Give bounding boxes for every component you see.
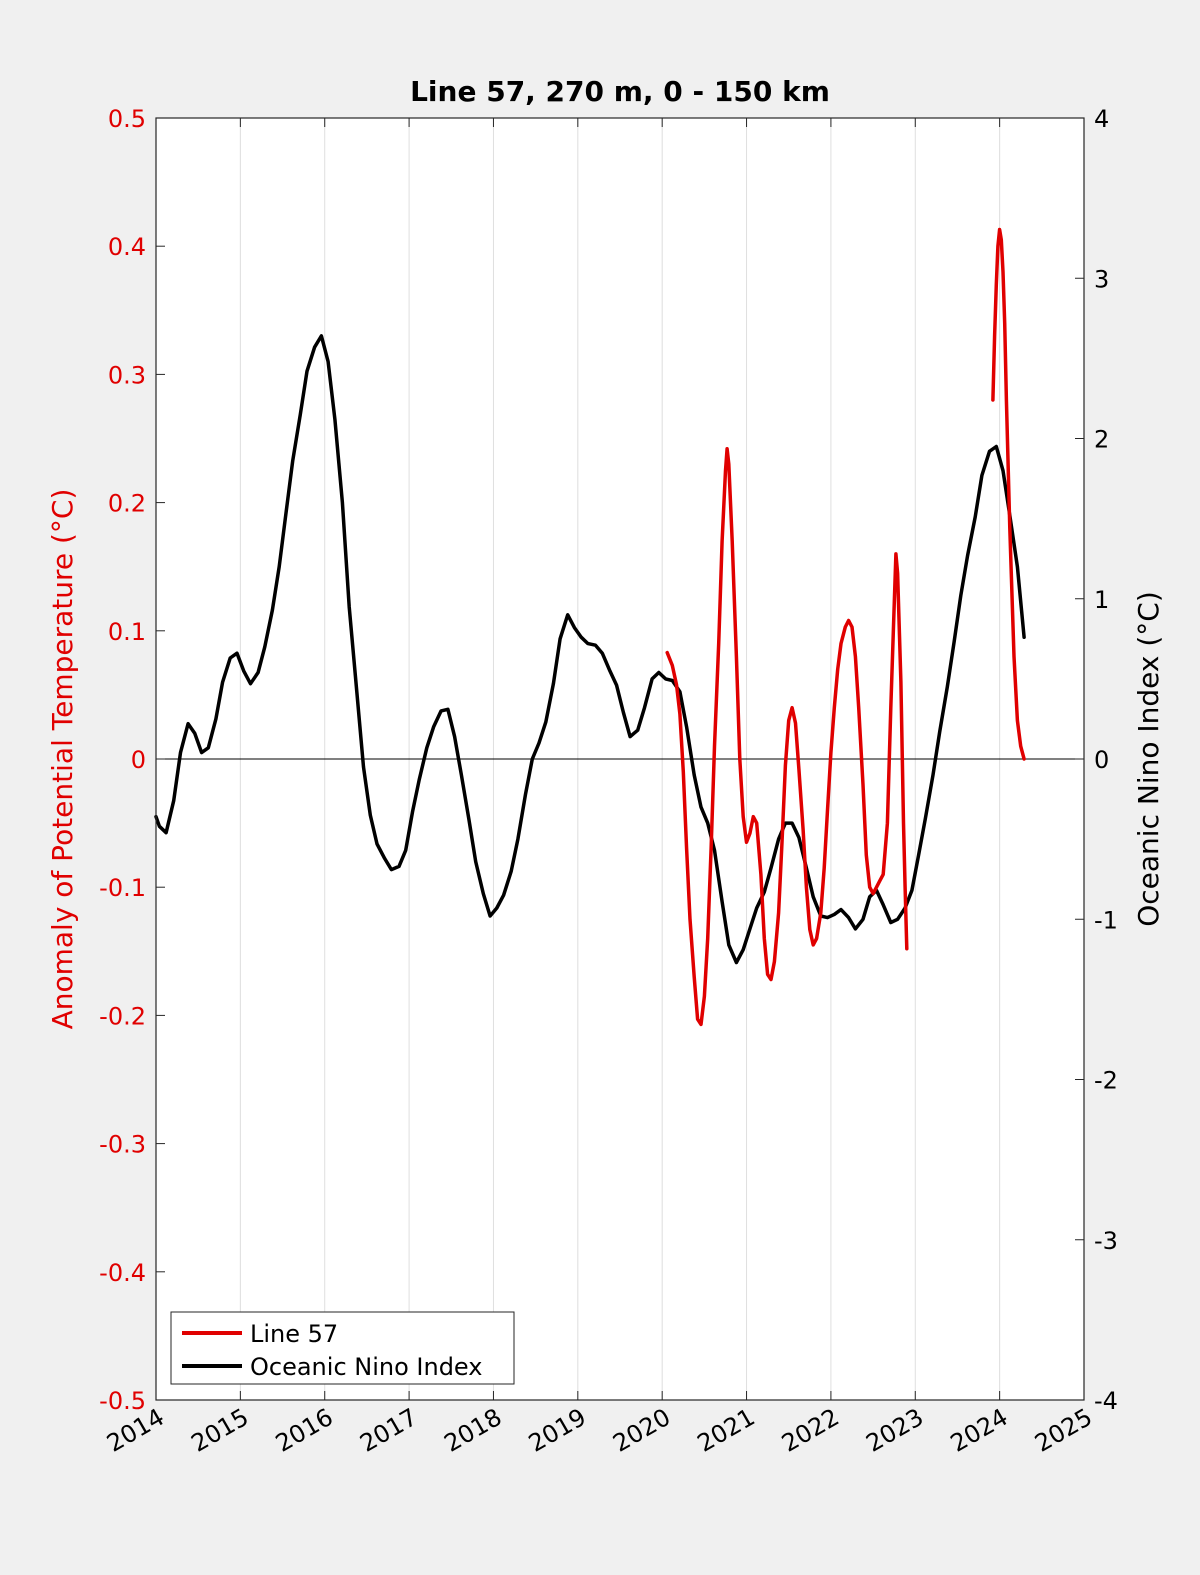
legend-box [170, 1311, 515, 1385]
y-tick-label: 0.5 [108, 105, 146, 133]
legend-label-oni: Oceanic Nino Index [250, 1353, 482, 1381]
y-tick-label: 0 [131, 746, 146, 774]
chart-title: Line 57, 270 m, 0 - 150 km [410, 75, 830, 108]
series-line-oni [154, 334, 1026, 965]
y-tick-label: -0.2 [99, 1002, 146, 1030]
y-tick-label: -0.5 [99, 1387, 146, 1415]
y2-axis-label: Oceanic Nino Index (°C) [1132, 591, 1165, 927]
y2-tick-label: 0 [1094, 746, 1109, 774]
y2-tick-label: 3 [1094, 265, 1109, 293]
y2-tick-label: -1 [1094, 906, 1118, 934]
left-tick-labels: -0.5 -0.4 -0.3 -0.2 -0.1 0 0.1 0.2 0.3 0.4 0.5 [99, 105, 146, 1415]
y-tick-label: 0.3 [108, 361, 146, 389]
series-line-line57-segment-2 [991, 227, 1026, 761]
y-axis-label: Anomaly of Potential Temperature (°C) [46, 489, 79, 1030]
y2-tick-label: 2 [1094, 426, 1109, 454]
y2-tick-label: -3 [1094, 1227, 1118, 1255]
y-tick-label: 0.2 [108, 490, 146, 518]
y-tick-label: 0.4 [108, 233, 146, 261]
y2-tick-label: 1 [1094, 586, 1109, 614]
legend: Line 57 Oceanic Nino Index [170, 1311, 515, 1385]
series-layer [154, 227, 1026, 1027]
y2-tick-label: -2 [1094, 1067, 1118, 1095]
y-tick-label: -0.1 [99, 874, 146, 902]
y-tick-label: 0.1 [108, 618, 146, 646]
y2-tick-label: 4 [1094, 105, 1109, 133]
tick-marks [155, 117, 1085, 1401]
y-tick-label: -0.4 [99, 1259, 146, 1287]
y2-tick-label: -4 [1094, 1387, 1118, 1415]
y-tick-label: -0.3 [99, 1131, 146, 1159]
legend-label-line57: Line 57 [250, 1320, 338, 1348]
series-line-line57-segment-1 [665, 447, 909, 1027]
right-tick-labels: -4 -3 -2 -1 0 1 2 3 4 [1094, 105, 1118, 1415]
